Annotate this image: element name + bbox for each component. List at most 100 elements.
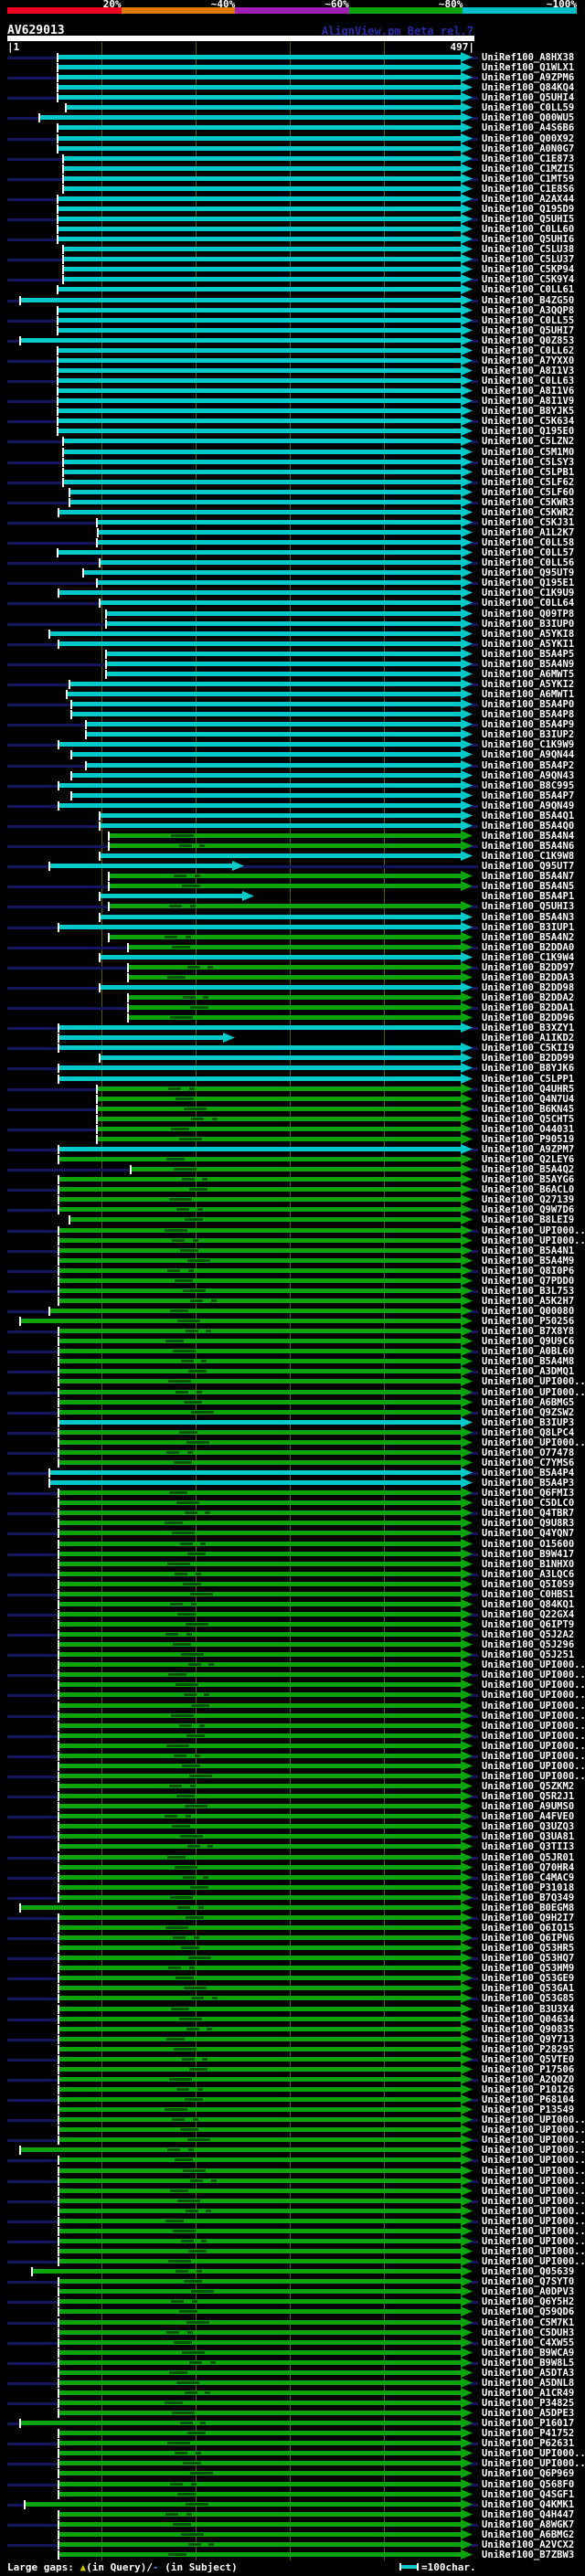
hit-label[interactable]: UniRef100_A0DPV3 [482, 2286, 575, 2297]
hit-bar[interactable] [59, 1521, 461, 1525]
hit-label[interactable]: UniRef100_UPI000.. [482, 1659, 585, 1670]
hit-bar[interactable] [59, 2249, 461, 2253]
hit-bar[interactable] [58, 328, 461, 333]
hit-bar[interactable] [87, 732, 461, 737]
hit-bar[interactable] [59, 2411, 461, 2415]
hit-label[interactable]: UniRef100_Q4UHR5 [482, 1084, 575, 1095]
hit-label[interactable]: UniRef100_B5A4Q1 [482, 811, 575, 822]
hit-bar[interactable] [50, 631, 461, 636]
hit-bar[interactable] [59, 641, 461, 646]
hit-bar[interactable] [59, 1430, 461, 1435]
hit-bar[interactable] [59, 2137, 461, 2142]
hit-label[interactable]: UniRef100_B5A4N3 [482, 912, 575, 923]
hit-bar[interactable] [40, 115, 461, 120]
hit-bar[interactable] [58, 378, 461, 383]
hit-bar[interactable] [59, 1542, 461, 1546]
hit-bar[interactable] [59, 1278, 461, 1283]
hit-label[interactable]: UniRef100_UPI000.. [482, 1235, 585, 1246]
hit-bar[interactable] [58, 65, 461, 69]
hit-label[interactable]: UniRef100_C1K9W4 [482, 952, 575, 963]
hit-label[interactable]: UniRef100_Q9H2I7 [482, 1913, 575, 1924]
hit-bar[interactable] [58, 85, 461, 90]
hit-bar[interactable] [59, 2360, 461, 2365]
hit-label[interactable]: UniRef100_Q568F0 [482, 2479, 575, 2490]
hit-bar[interactable] [59, 1349, 461, 1353]
hit-label[interactable]: UniRef100_C5LZN2 [482, 436, 575, 447]
hit-label[interactable]: UniRef100_UPI000.. [482, 2246, 585, 2257]
hit-bar[interactable] [129, 1015, 461, 1020]
hit-bar[interactable] [110, 833, 461, 838]
hit-label[interactable]: UniRef100_A5DTA3 [482, 2368, 575, 2379]
hit-label[interactable]: UniRef100_Q0Z853 [482, 335, 575, 346]
hit-bar[interactable] [50, 1470, 461, 1475]
hit-bar[interactable] [59, 1662, 461, 1667]
hit-label[interactable]: UniRef100_Q9W7D6 [482, 1204, 575, 1215]
hit-label[interactable]: UniRef100_A8I1V9 [482, 396, 575, 407]
hit-label[interactable]: UniRef100_B2DDA2 [482, 992, 575, 1003]
hit-label[interactable]: UniRef100_B3IUP1 [482, 922, 575, 933]
hit-label[interactable]: UniRef100_A5YKI8 [482, 629, 575, 640]
hit-bar[interactable] [59, 1490, 461, 1495]
hit-label[interactable]: UniRef100_Q9ZSW2 [482, 1407, 575, 1418]
hit-label[interactable]: UniRef100_A9QN44 [482, 749, 575, 760]
hit-bar[interactable] [58, 237, 461, 241]
hit-bar[interactable] [59, 2279, 461, 2284]
hit-label[interactable]: UniRef100_B5A4Q2 [482, 1164, 575, 1175]
hit-bar[interactable] [107, 611, 461, 616]
hit-label[interactable]: UniRef100_P13549 [482, 2104, 575, 2115]
hit-label[interactable]: UniRef100_Q5ZKM2 [482, 1781, 575, 1792]
hit-bar[interactable] [70, 500, 461, 504]
hit-bar[interactable] [59, 2097, 461, 2102]
hit-bar[interactable] [59, 1814, 461, 1818]
hit-label[interactable]: UniRef100_Q4TBR7 [482, 1508, 575, 1519]
hit-label[interactable]: UniRef100_Q5VTE0 [482, 2054, 575, 2065]
hit-label[interactable]: UniRef100_UPI000.. [482, 1711, 585, 1722]
hit-label[interactable]: UniRef100_A6BMG2 [482, 2529, 575, 2540]
hit-label[interactable]: UniRef100_B2DD98 [482, 982, 575, 993]
hit-bar[interactable] [59, 1652, 461, 1657]
hit-bar[interactable] [64, 257, 461, 261]
hit-bar[interactable] [59, 1855, 461, 1860]
hit-label[interactable]: UniRef100_B5A4N9 [482, 659, 575, 670]
hit-label[interactable]: UniRef100_B5A4P0 [482, 699, 575, 710]
hit-label[interactable]: UniRef100_UPI000.. [482, 2256, 585, 2267]
hit-label[interactable]: UniRef100_B9W417 [482, 1549, 575, 1560]
hit-label[interactable]: UniRef100_A1L2K7 [482, 527, 575, 538]
hit-label[interactable]: UniRef100_C5DLC0 [482, 1498, 575, 1509]
hit-label[interactable]: UniRef100_A3DMQ1 [482, 1366, 575, 1377]
hit-label[interactable]: UniRef100_UPI000.. [482, 1437, 585, 1448]
hit-label[interactable]: UniRef100_Q95UT9 [482, 567, 575, 578]
hit-label[interactable]: UniRef100_Q2LEY6 [482, 1154, 575, 1165]
hit-bar[interactable] [59, 1834, 461, 1839]
hit-bar[interactable] [101, 894, 242, 898]
hit-bar[interactable] [59, 1682, 461, 1687]
hit-label[interactable]: UniRef100_Q9U8R3 [482, 1518, 575, 1529]
hit-label[interactable]: UniRef100_A0N0G7 [482, 143, 575, 154]
hit-bar[interactable] [101, 915, 461, 919]
hit-bar[interactable] [59, 1339, 461, 1343]
hit-label[interactable]: UniRef100_UPI000.. [482, 1771, 585, 1782]
hit-label[interactable]: UniRef100_P41752 [482, 2428, 575, 2439]
hit-label[interactable]: UniRef100_Q7SYT0 [482, 2276, 575, 2287]
hit-label[interactable]: UniRef100_Q3TII3 [482, 1841, 575, 1852]
hit-label[interactable]: UniRef100_C0LL55 [482, 315, 575, 326]
hit-bar[interactable] [98, 1117, 461, 1121]
hit-bar[interactable] [64, 166, 461, 171]
hit-bar[interactable] [59, 1784, 461, 1788]
hit-bar[interactable] [59, 1420, 461, 1425]
hit-bar[interactable] [64, 460, 461, 464]
hit-label[interactable]: UniRef100_C0LL62 [482, 345, 575, 356]
hit-label[interactable]: UniRef100_B3U3X4 [482, 2004, 575, 2015]
hit-label[interactable]: UniRef100_Q4H447 [482, 2509, 575, 2520]
hit-label[interactable]: UniRef100_C5DUH3 [482, 2327, 575, 2338]
hit-bar[interactable] [59, 1025, 461, 1030]
hit-bar[interactable] [59, 1764, 461, 1768]
hit-bar[interactable] [59, 1511, 461, 1515]
hit-bar[interactable] [59, 1207, 461, 1212]
hit-bar[interactable] [59, 2259, 461, 2263]
hit-label[interactable]: UniRef100_Q9U9C6 [482, 1336, 575, 1347]
hit-label[interactable]: UniRef100_A8WGK7 [482, 2519, 575, 2530]
hit-label[interactable]: UniRef100_B5A4N2 [482, 932, 575, 943]
hit-label[interactable]: UniRef100_UPI000.. [482, 2176, 585, 2187]
hit-label[interactable]: UniRef100_Q5UHI7 [482, 325, 575, 336]
